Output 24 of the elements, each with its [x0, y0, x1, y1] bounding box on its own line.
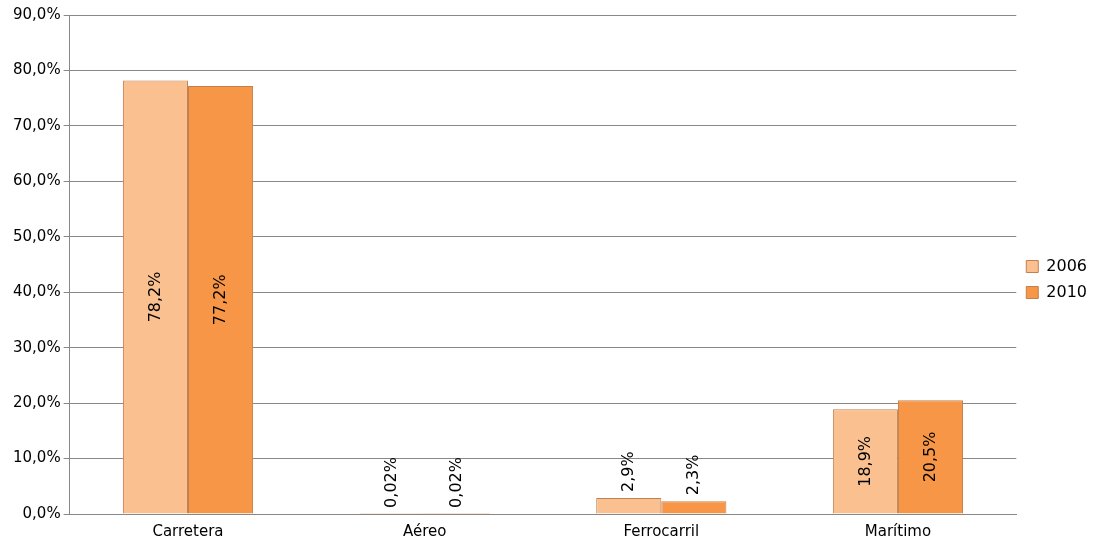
data-label: 2,3%	[682, 454, 702, 496]
y-tick-label: 50,0%	[13, 226, 61, 245]
data-label: 0,02%	[446, 457, 466, 508]
data-label: 0,02%	[381, 457, 401, 508]
y-tick-label: 20,0%	[13, 393, 61, 411]
x-tick-label: Ferrocarril	[623, 521, 700, 540]
x-tick-label: Aéreo	[402, 521, 447, 540]
data-label: 78,2%	[144, 271, 164, 323]
y-tick-label: 90,0%	[13, 4, 61, 23]
y-tick-label: 80,0%	[13, 60, 61, 79]
legend-label: 2006	[1046, 255, 1087, 275]
y-tick-label: 60,0%	[13, 171, 61, 190]
x-tick-label: Marítimo	[864, 521, 932, 540]
y-tick-label: 10,0%	[13, 448, 61, 467]
data-label: 18,9%	[854, 435, 874, 487]
x-tick-label: Carretera	[152, 521, 224, 540]
data-label: 2,9%	[617, 451, 637, 492]
legend-label: 2010	[1046, 281, 1087, 301]
y-tick-label: 70,0%	[13, 115, 61, 134]
y-tick-label: 30,0%	[13, 337, 61, 356]
data-label: 20,5%	[919, 431, 939, 483]
y-tick-label: 40,0%	[13, 282, 61, 301]
data-label: 77,2%	[209, 274, 229, 326]
y-tick-label: 0,0%	[22, 503, 61, 522]
